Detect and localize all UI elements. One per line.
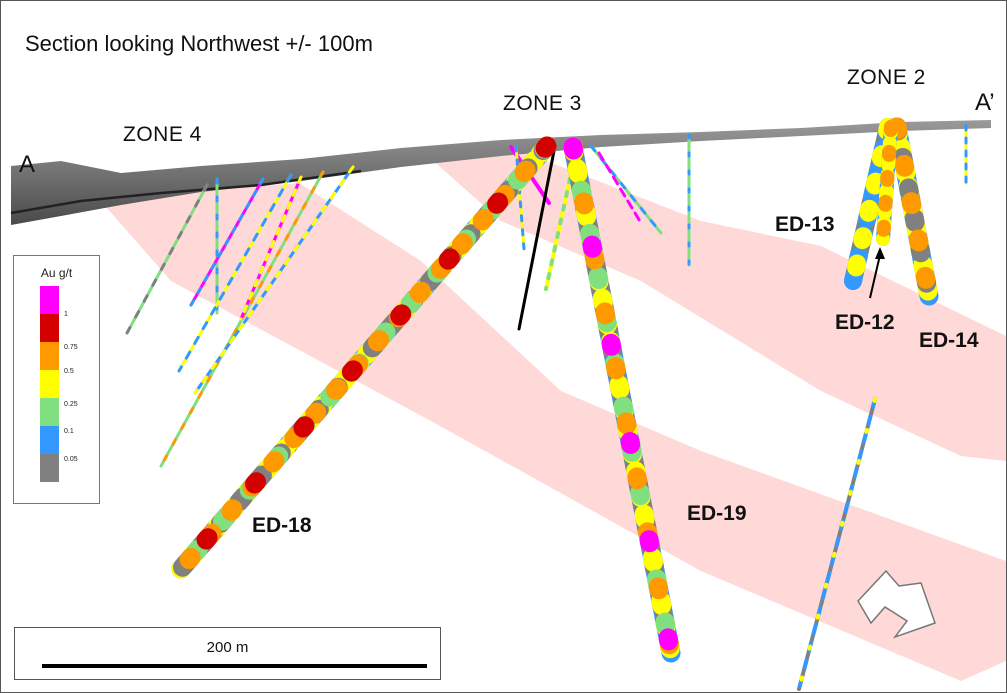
mineralized-zones bbox=[99, 151, 1006, 681]
drill-trace bbox=[514, 144, 526, 251]
scale-bar-label: 200 m bbox=[206, 639, 249, 656]
section-start-label: A bbox=[19, 151, 36, 178]
arrow-icon bbox=[857, 569, 936, 639]
legend-swatch-1 bbox=[40, 286, 59, 314]
mineralized-zone-upper bbox=[429, 151, 1006, 461]
ed-12-label: ED-12 bbox=[835, 311, 895, 334]
drill-trace bbox=[193, 165, 355, 395]
drill-trace-lower-right bbox=[797, 397, 877, 691]
legend-title: Au g/t bbox=[40, 266, 73, 280]
drill-hole-ed-14 bbox=[887, 117, 939, 306]
drill-traces-zone4 bbox=[125, 165, 355, 468]
legend-tick-005: 0.05 bbox=[64, 456, 78, 463]
drill-trace bbox=[239, 175, 303, 321]
drill-trace bbox=[597, 151, 643, 225]
legend-swatch-005 bbox=[40, 426, 59, 454]
drill-hole-ed-19 bbox=[563, 137, 681, 663]
ed-12-pointer-arrow bbox=[869, 247, 885, 299]
ed-14-label: ED-14 bbox=[919, 329, 979, 352]
drill-trace bbox=[177, 173, 293, 373]
grade-legend: Au g/t 1 0.75 0.5 0.25 0.1 0.05 bbox=[13, 255, 100, 504]
legend-tick-025: 0.25 bbox=[64, 401, 78, 408]
legend-tick-075: 0.75 bbox=[64, 344, 78, 351]
ed-13-label: ED-13 bbox=[775, 213, 835, 236]
ed-18-label: ED-18 bbox=[252, 514, 312, 537]
legend-tick-01: 0.1 bbox=[64, 428, 74, 435]
scale-bar-line bbox=[42, 664, 427, 668]
legend-swatch-025 bbox=[40, 370, 59, 398]
legend-tick-1: 1 bbox=[64, 311, 68, 318]
section-end-label: A’ bbox=[975, 89, 995, 116]
drill-hole-ed-12 bbox=[876, 120, 898, 246]
drill-trace bbox=[125, 183, 209, 335]
drill-trace-black bbox=[517, 149, 556, 331]
legend-tick-05: 0.5 bbox=[64, 368, 74, 375]
drill-hole-ed-18 bbox=[171, 136, 557, 579]
ed-19-label: ED-19 bbox=[687, 502, 747, 525]
mineralized-zone-shallow bbox=[99, 183, 1006, 681]
zone-2-label: ZONE 2 bbox=[847, 66, 926, 89]
zone-4-label: ZONE 4 bbox=[123, 123, 202, 146]
drill-trace bbox=[189, 177, 265, 307]
terrain-base-line bbox=[10, 169, 362, 215]
zone-3-label: ZONE 3 bbox=[503, 92, 582, 115]
scale-bar: 200 m bbox=[14, 627, 441, 680]
legend-swatch-01 bbox=[40, 398, 59, 426]
drill-trace bbox=[544, 149, 578, 291]
legend-swatch-075 bbox=[40, 314, 59, 342]
legend-swatch-05 bbox=[40, 342, 59, 370]
legend-swatch-low bbox=[40, 454, 59, 482]
figure-title: Section looking Northwest +/- 100m bbox=[25, 31, 373, 56]
